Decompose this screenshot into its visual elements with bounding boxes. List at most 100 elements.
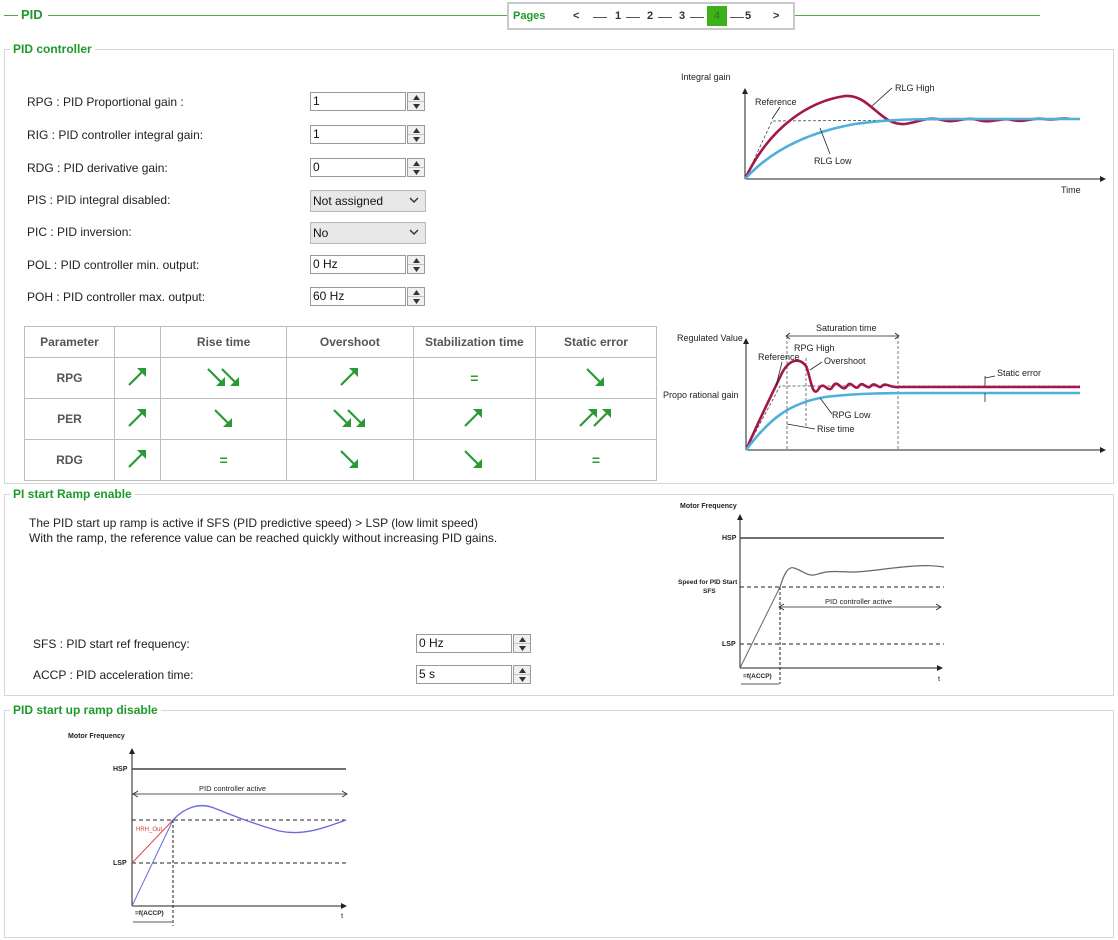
- arrow-up-icon: [463, 408, 485, 433]
- integral-gain-chart: Integral gain Time Reference RLG High RL…: [681, 72, 1106, 195]
- regulated-value-chart: Regulated Value Propo rational gain Satu…: [663, 323, 1106, 453]
- rdg-label: RDG : PID derivative gain:: [27, 161, 168, 175]
- pis-select[interactable]: Not assigned: [310, 190, 426, 212]
- rig-spinner[interactable]: [407, 125, 425, 144]
- poh-spinner[interactable]: [407, 287, 425, 306]
- sfs-spinner[interactable]: [513, 634, 531, 653]
- table-cell: =: [412, 357, 536, 399]
- table-header: Stabilization time: [412, 326, 536, 358]
- arrow-up-icon: [339, 367, 361, 392]
- rpg-high-label: RPG High: [794, 343, 835, 353]
- rpg-input[interactable]: 1: [310, 92, 406, 111]
- double-arrow-up-icon: [578, 408, 614, 433]
- controller-active-label: PID controller active: [199, 784, 266, 793]
- rpg-low-label: RPG Low: [832, 410, 871, 420]
- arrow-up-icon: [127, 367, 149, 392]
- double-arrow-down-icon: [332, 408, 368, 433]
- table-cell: [286, 439, 414, 481]
- saturation-label: Saturation time: [816, 323, 877, 333]
- arrow-down-icon: [213, 408, 235, 433]
- reference-label: Reference: [758, 352, 800, 362]
- pager-prev-button[interactable]: <: [573, 10, 580, 22]
- table-header: [113, 326, 162, 358]
- poh-label: POH : PID controller max. output:: [27, 290, 206, 304]
- rig-input[interactable]: 1: [310, 125, 406, 144]
- pid-controller-section: [4, 49, 1114, 484]
- lsp-label: LSP: [722, 641, 736, 648]
- t-axis-label: t: [341, 911, 344, 920]
- accp-input[interactable]: 5 s: [416, 665, 512, 684]
- pic-label: PIC : PID inversion:: [27, 225, 132, 239]
- table-cell: [412, 439, 536, 481]
- rdg-spinner[interactable]: [407, 158, 425, 177]
- hrh-out-label: HRH_Out: [136, 827, 162, 833]
- pager-page-1[interactable]: 1: [615, 10, 622, 22]
- arrow-up-icon: [127, 449, 149, 474]
- pid-ramp-disable-legend: PID start up ramp disable: [10, 703, 161, 717]
- rpg-label: RPG : PID Proportional gain :: [27, 95, 184, 109]
- chevron-down-icon: [409, 229, 419, 235]
- pis-label: PIS : PID integral disabled:: [27, 193, 171, 207]
- time-label: Time: [1061, 185, 1081, 195]
- rdg-input[interactable]: 0: [310, 158, 406, 177]
- accp-spinner[interactable]: [513, 665, 531, 684]
- pager-page-3[interactable]: 3: [679, 10, 686, 22]
- hsp-label: HSP: [722, 535, 737, 542]
- pi-start-ramp-legend: PI start Ramp enable: [10, 487, 135, 501]
- lsp-label: LSP: [113, 860, 127, 867]
- pic-select-value: No: [313, 226, 329, 240]
- ramp-description-line1: The PID start up ramp is active if SFS (…: [29, 516, 478, 530]
- ramp-description-line2: With the ramp, the reference value can b…: [29, 531, 498, 545]
- pager-page-current[interactable]: 4: [707, 6, 727, 26]
- table-cell: [113, 357, 162, 399]
- pid-ramp-disable-section: [4, 710, 1114, 938]
- table-cell: [286, 357, 414, 399]
- reference-label: Reference: [755, 97, 797, 107]
- table-cell: [160, 357, 288, 399]
- chevron-down-icon: [409, 197, 419, 203]
- table-cell: =: [534, 439, 658, 481]
- pager-page-2[interactable]: 2: [647, 10, 654, 22]
- pager: Pages < 1 2 3 4 5 >: [507, 2, 795, 30]
- controller-active-label: PID controller active: [825, 597, 892, 606]
- pol-label: POL : PID controller min. output:: [27, 258, 200, 272]
- hsp-label: HSP: [113, 766, 128, 773]
- pager-page-5[interactable]: 5: [745, 10, 752, 22]
- sfs-input[interactable]: 0 Hz: [416, 634, 512, 653]
- table-cell: [534, 398, 658, 440]
- table-cell: =: [160, 439, 288, 481]
- sfs-label-2: SFS: [703, 588, 716, 595]
- motor-frequency-label: Motor Frequency: [680, 503, 737, 510]
- pol-input[interactable]: 0 Hz: [310, 255, 406, 274]
- pis-select-value: Not assigned: [313, 194, 384, 208]
- table-header: Static error: [534, 326, 658, 358]
- pic-select[interactable]: No: [310, 222, 426, 244]
- table-cell: [412, 398, 536, 440]
- motor-frequency-label: Motor Frequency: [68, 733, 125, 740]
- equals-icon: =: [470, 370, 479, 386]
- pol-spinner[interactable]: [407, 255, 425, 274]
- rise-time-label: Rise time: [817, 424, 855, 434]
- arrow-down-icon: [463, 449, 485, 474]
- pager-label: Pages: [513, 10, 546, 22]
- rpg-spinner[interactable]: [407, 92, 425, 111]
- accp-function-label: =f(ACCP): [743, 673, 772, 680]
- equals-icon: =: [591, 452, 601, 468]
- arrow-down-icon: [339, 449, 361, 474]
- table-header: Overshoot: [286, 326, 414, 358]
- ramp-enable-chart: Motor Frequency HSP Speed for PID Start …: [678, 503, 945, 685]
- table-cell: [113, 398, 162, 440]
- poh-input[interactable]: 60 Hz: [310, 287, 406, 306]
- static-error-label: Static error: [997, 368, 1041, 378]
- ramp-disable-chart: Motor Frequency HSP PID controller activ…: [68, 733, 348, 926]
- propo-gain-label: Propo rational gain: [663, 390, 739, 400]
- table-header: Parameter: [24, 326, 115, 358]
- pi-start-ramp-section: [4, 494, 1114, 696]
- pid-parameter-table: Parameter Rise time Overshoot Stabilizat…: [24, 326, 658, 481]
- pager-next-button[interactable]: >: [773, 10, 780, 22]
- accp-label: ACCP : PID acceleration time:: [33, 668, 194, 682]
- t-axis-label: t: [938, 674, 941, 683]
- rig-label: RIG : PID controller integral gain:: [27, 128, 204, 142]
- double-arrow-down-icon: [206, 367, 242, 392]
- equals-icon: =: [219, 452, 228, 468]
